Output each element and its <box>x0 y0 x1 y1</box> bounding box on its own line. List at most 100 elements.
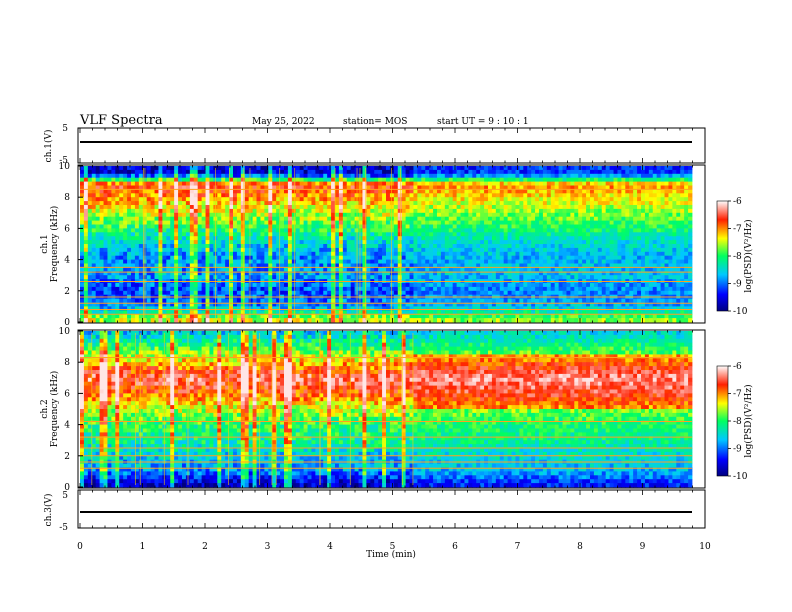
spectrogram-cell <box>468 205 473 210</box>
spectrogram-cell <box>542 302 548 307</box>
spectrogram-cell <box>507 205 512 210</box>
spectrogram-cell <box>515 302 520 307</box>
spectrogram-cell <box>327 169 332 175</box>
spectrogram-cell <box>550 314 556 319</box>
spectrogram-cell <box>127 271 132 276</box>
spectrogram-cell <box>515 244 520 249</box>
spectrogram-cell <box>87 201 93 206</box>
spectrogram-cell <box>284 166 289 171</box>
spectrogram-cell <box>162 275 167 280</box>
spectrogram-cell <box>287 216 293 221</box>
spectrogram-cell <box>248 197 254 202</box>
spectrogram-cell <box>495 220 501 225</box>
spectrogram-cell <box>99 185 104 190</box>
spectrogram-cell <box>480 166 485 171</box>
spectrogram-cell <box>444 247 450 253</box>
spectrogram-cell <box>362 306 367 311</box>
spectrogram-cell <box>295 244 301 249</box>
spectrogram-cell <box>539 212 544 218</box>
spectrogram-cell <box>311 228 316 233</box>
spectrogram-cell <box>327 216 332 221</box>
spectrogram-cell <box>299 212 305 218</box>
spectrogram-cell <box>131 314 136 319</box>
spectrogram-cell <box>558 185 563 190</box>
spectrogram-cell <box>335 166 340 171</box>
spectrogram-cell <box>429 228 434 233</box>
spectrogram-cell <box>405 283 410 288</box>
spectrogram-cell <box>472 177 477 182</box>
spectrogram-cell <box>236 169 242 175</box>
spectrogram-cell <box>138 314 144 319</box>
spectrogram-cell <box>240 166 246 171</box>
spectrogram-cell <box>535 177 540 182</box>
spectrogram-cell <box>299 310 305 315</box>
spectrogram-cell <box>472 189 477 194</box>
spectrogram-cell <box>280 255 285 260</box>
spectrogram-cell <box>527 197 532 202</box>
spectrogram-cell <box>205 263 210 268</box>
spectrogram-cell <box>488 212 493 218</box>
spectrogram-cell <box>240 302 246 307</box>
spectrogram-cell <box>83 310 89 315</box>
spectrogram-cell <box>546 286 552 292</box>
spectrogram-cell <box>452 244 458 249</box>
spectrogram-cell <box>276 236 281 241</box>
spectrogram-cell <box>268 298 273 303</box>
spectrogram-cell <box>146 208 152 214</box>
spectrogram-cell <box>95 228 101 233</box>
spectrogram-cell <box>115 286 120 292</box>
spectrogram-cell <box>523 318 528 323</box>
spectrogram-cell <box>189 232 195 237</box>
spectrogram-cell <box>546 240 552 245</box>
spectrogram-cell <box>484 216 489 221</box>
spectrogram-cell <box>531 205 536 210</box>
spectrogram-cell <box>311 185 316 190</box>
spectrogram-cell <box>221 197 226 202</box>
spectrogram-cell <box>507 177 512 182</box>
spectrogram-cell <box>488 169 493 175</box>
spectrogram-cell <box>417 224 422 229</box>
spectrogram-cell <box>83 290 89 296</box>
spectrogram-cell <box>295 169 301 175</box>
spectrogram-cell <box>370 220 375 225</box>
spectrogram-cell <box>103 247 108 253</box>
spectrogram-cell <box>252 236 257 241</box>
spectrogram-cell <box>170 185 175 190</box>
spectrogram-cell <box>527 306 532 311</box>
spectrogram-cell <box>389 271 395 276</box>
spectrogram-cell <box>205 224 210 229</box>
spectrogram-cell <box>221 220 226 225</box>
spectrogram-cell <box>350 232 356 237</box>
spectrogram-cell <box>276 228 281 233</box>
spectrogram-cell <box>358 216 363 221</box>
spectrogram-cell <box>272 212 277 218</box>
spectrogram-cell <box>468 275 473 280</box>
spectrogram-cell <box>393 314 399 319</box>
spectrogram-cell <box>566 205 571 210</box>
spectrogram-cell <box>378 302 383 307</box>
spectrogram-cell <box>229 193 234 198</box>
spectrogram-cell <box>550 318 556 323</box>
spectrogram-cell <box>295 216 301 221</box>
spectrogram-cell <box>150 318 155 323</box>
spectrogram-cell <box>480 208 485 214</box>
spectrogram-cell <box>319 181 324 186</box>
spectrogram-cell <box>260 236 265 241</box>
spectrogram-cell <box>182 169 187 175</box>
spectrogram-cell <box>268 310 273 315</box>
spectrogram-cell <box>335 259 340 264</box>
spectrogram-cell <box>303 318 308 323</box>
spectrogram-cell <box>358 166 363 171</box>
spectrogram-cell <box>338 173 344 179</box>
spectrogram-cell <box>87 189 93 194</box>
spectrogram-cell <box>111 244 116 249</box>
spectrogram-cell <box>80 240 85 245</box>
spectrogram-cell <box>123 205 128 210</box>
spectrogram-cell <box>370 267 375 272</box>
spectrogram-cell <box>287 240 293 245</box>
spectrogram-cell <box>358 283 363 288</box>
spectrogram-cell <box>358 263 363 268</box>
spectrogram-cell <box>405 224 410 229</box>
spectrogram-cell <box>535 220 540 225</box>
spectrogram-cell <box>99 205 104 210</box>
